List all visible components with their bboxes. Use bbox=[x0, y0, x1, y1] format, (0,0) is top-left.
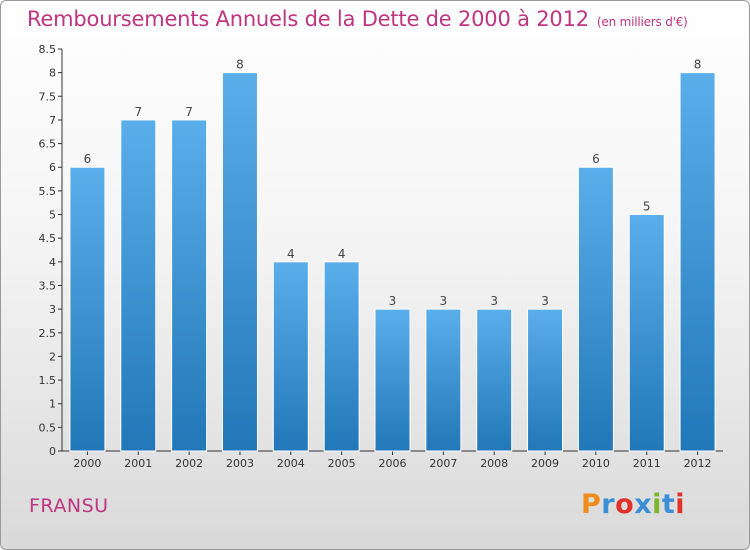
data-label: 6 bbox=[84, 152, 92, 166]
bars bbox=[69, 72, 716, 452]
y-tick-label: 1.5 bbox=[39, 374, 57, 387]
x-tick-label: 2012 bbox=[684, 457, 712, 470]
logo-letter: P bbox=[581, 489, 602, 520]
y-tick-label: 3.5 bbox=[39, 279, 57, 292]
bar-2008 bbox=[476, 308, 513, 452]
y-tick-label: 0 bbox=[49, 445, 56, 458]
x-tick-label: 2004 bbox=[277, 457, 305, 470]
logo-letter: o bbox=[615, 489, 635, 520]
x-tick-label: 2010 bbox=[582, 457, 610, 470]
y-tick-label: 6 bbox=[49, 161, 56, 174]
logo-letter: i bbox=[675, 489, 686, 520]
data-label: 3 bbox=[490, 294, 498, 308]
x-tick-label: 2000 bbox=[73, 457, 101, 470]
x-tick-label: 2002 bbox=[175, 457, 203, 470]
data-label: 3 bbox=[389, 294, 397, 308]
bar-2004 bbox=[272, 261, 309, 452]
x-tick-label: 2006 bbox=[379, 457, 407, 470]
y-tick-label: 2.5 bbox=[39, 327, 57, 340]
bar-2003 bbox=[221, 72, 258, 452]
bar-2009 bbox=[527, 308, 564, 452]
bar-2005 bbox=[323, 261, 360, 452]
data-label: 6 bbox=[592, 152, 600, 166]
bar-2011 bbox=[628, 214, 665, 452]
proxiti-logo[interactable]: Proxiti bbox=[581, 489, 685, 520]
title-text: Remboursements Annuels de la Dette de 20… bbox=[27, 7, 589, 31]
data-label: 3 bbox=[541, 294, 549, 308]
data-label: 5 bbox=[643, 200, 651, 214]
x-tick-label: 2001 bbox=[124, 457, 152, 470]
data-label: 8 bbox=[236, 58, 244, 72]
y-tick-label: 8.5 bbox=[39, 43, 57, 56]
logo-letter: t bbox=[661, 489, 676, 520]
y-tick-label: 8 bbox=[49, 67, 56, 80]
data-label: 7 bbox=[185, 105, 193, 119]
logo-letter: r bbox=[601, 489, 616, 520]
y-tick-label: 5.5 bbox=[39, 185, 57, 198]
data-label: 8 bbox=[694, 58, 702, 72]
chart-title: Remboursements Annuels de la Dette de 20… bbox=[27, 7, 688, 31]
bar-2000 bbox=[69, 166, 106, 452]
data-labels: 6 7 7 8 4 4 3 3 3 3 6 5 8 bbox=[84, 58, 702, 308]
x-tick-label: 2003 bbox=[226, 457, 254, 470]
data-label: 3 bbox=[440, 294, 448, 308]
x-tick-label: 2007 bbox=[429, 457, 457, 470]
x-tick-label: 2005 bbox=[328, 457, 356, 470]
x-axis: 2000 2001 2002 2003 2004 2005 2006 2007 2008 2009… bbox=[62, 450, 723, 470]
bar-2012 bbox=[679, 72, 716, 452]
y-tick-label: 0.5 bbox=[39, 421, 57, 434]
y-tick-label: 4 bbox=[49, 256, 56, 269]
data-label: 4 bbox=[287, 247, 295, 261]
bar-2006 bbox=[374, 308, 411, 452]
x-tick-label: 2008 bbox=[480, 457, 508, 470]
town-name: FRANSU bbox=[29, 495, 109, 517]
y-tick-label: 2 bbox=[49, 350, 56, 363]
data-label: 7 bbox=[134, 105, 142, 119]
y-tick-label: 6.5 bbox=[39, 138, 57, 151]
y-tick-label: 7.5 bbox=[39, 90, 57, 103]
logo-letter: i bbox=[652, 489, 662, 520]
logo-letter: x bbox=[634, 489, 653, 520]
y-tick-label: 5 bbox=[49, 209, 56, 222]
y-axis: 0 0.5 1 1.5 2 2.5 3 3.5 4 4.5 5 5.5 6 6.5 7 7.5 8 8.5 bbox=[39, 43, 63, 458]
bar-2010 bbox=[577, 166, 614, 452]
y-tick-label: 4.5 bbox=[39, 232, 57, 245]
data-label: 4 bbox=[338, 247, 346, 261]
x-tick-label: 2011 bbox=[633, 457, 661, 470]
bar-2001 bbox=[120, 119, 157, 452]
bar-2007 bbox=[425, 308, 462, 452]
y-tick-label: 7 bbox=[49, 114, 56, 127]
y-tick-label: 1 bbox=[49, 398, 56, 411]
bar-2002 bbox=[171, 119, 208, 452]
x-tick-label: 2009 bbox=[531, 457, 559, 470]
y-tick-label: 3 bbox=[49, 303, 56, 316]
title-unit: (en milliers d'€) bbox=[596, 15, 688, 29]
